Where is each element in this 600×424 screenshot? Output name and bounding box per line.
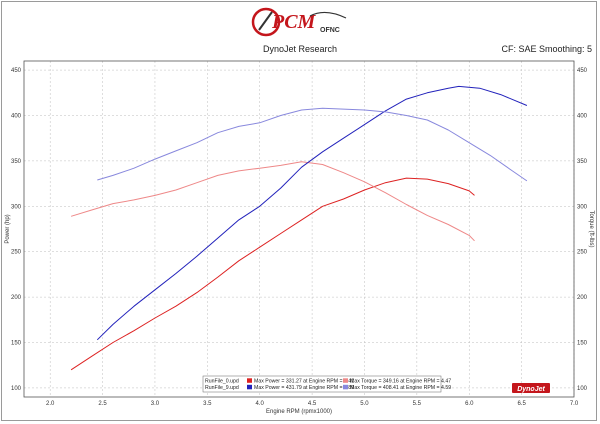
y-axis-left: 100 150 200 250 300 350 400 450 — [11, 68, 22, 392]
legend-file: RunFile_0.upd — [205, 379, 239, 385]
legend-power: Max Power = 431.79 at Engine RPM = 5.89 — [254, 385, 354, 391]
x-tick-label: 4.0 — [256, 401, 265, 407]
y-tick-label-right: 450 — [577, 68, 588, 74]
y-tick-label-right: 350 — [577, 159, 588, 165]
correction-factor-label: CF: SAE Smoothing: 5 — [501, 44, 592, 54]
legend-swatch-torque — [343, 378, 348, 383]
x-axis: 2.0 2.5 3.0 3.5 4.0 4.5 5.0 5.5 6.0 6.5 7.0 — [46, 401, 579, 407]
x-tick-label: 6.0 — [465, 401, 474, 407]
y-tick-label-left: 300 — [11, 204, 22, 210]
series-line-power — [96, 85, 528, 341]
x-tick-label: 5.0 — [360, 401, 369, 407]
y-tick-label-right: 300 — [577, 204, 588, 210]
y-tick-label-left: 250 — [11, 250, 22, 256]
y-tick-label-right: 250 — [577, 250, 588, 256]
logo-subtext: OFNC — [320, 27, 340, 34]
series-line-torque — [70, 161, 475, 242]
x-tick-label: 7.0 — [570, 401, 579, 407]
chart-title: DynoJet Research — [262, 44, 338, 54]
watermark-text: DynoJet — [517, 386, 545, 393]
legend-swatch-power — [247, 384, 252, 390]
y-tick-label-left: 400 — [11, 113, 22, 119]
legend: RunFile_0.upd Max Power = 331.27 at Engin… — [202, 375, 451, 393]
x-tick-label: 3.0 — [151, 401, 160, 407]
x-tick-label: 2.5 — [98, 401, 107, 407]
grid-lines — [24, 61, 575, 397]
y-tick-label-right: 150 — [577, 341, 588, 347]
series-line-power — [70, 177, 475, 371]
series-lines — [70, 85, 528, 371]
y-axis-right: 100 150 200 250 300 350 400 450 — [577, 68, 588, 392]
y-tick-label-right: 200 — [577, 295, 588, 301]
x-tick-label: 5.5 — [413, 401, 422, 407]
legend-file: RunFile_9.upd — [205, 385, 239, 391]
legend-swatch-torque — [343, 384, 348, 390]
y-tick-label-left: 150 — [11, 341, 22, 347]
legend-swatch-power — [247, 378, 252, 383]
x-axis-label: Engine RPM (rpmx1000) — [266, 409, 332, 415]
x-tick-label: 2.0 — [46, 401, 55, 407]
y-tick-label-left: 350 — [11, 159, 22, 165]
legend-torque: Max Torque = 408.41 at Engine RPM = 4.59 — [350, 385, 451, 391]
legend-torque: Max Torque = 349.16 at Engine RPM = 4.47 — [350, 379, 451, 385]
dynojet-watermark: DynoJet — [512, 383, 550, 393]
x-tick-label: 6.5 — [517, 401, 526, 407]
x-tick-label: 4.5 — [308, 401, 317, 407]
legend-box — [202, 375, 442, 393]
series-line-torque — [97, 107, 528, 182]
y-tick-label-right: 400 — [577, 113, 588, 119]
y-tick-label-left: 100 — [11, 386, 22, 392]
x-tick-label: 3.5 — [203, 401, 212, 407]
plot-area — [23, 60, 575, 398]
logo-text: PCM — [271, 11, 317, 33]
y-axis-label-left: Power (hp) — [5, 214, 11, 243]
y-tick-label-right: 100 — [577, 386, 588, 392]
legend-power: Max Power = 331.27 at Engine RPM = 5.41 — [254, 379, 354, 385]
y-tick-label-left: 450 — [11, 68, 22, 74]
pcm-logo: PCM OFNC — [251, 7, 347, 37]
y-tick-label-left: 200 — [11, 295, 22, 301]
y-axis-label-right: Torque (ft-lbs) — [588, 210, 594, 247]
